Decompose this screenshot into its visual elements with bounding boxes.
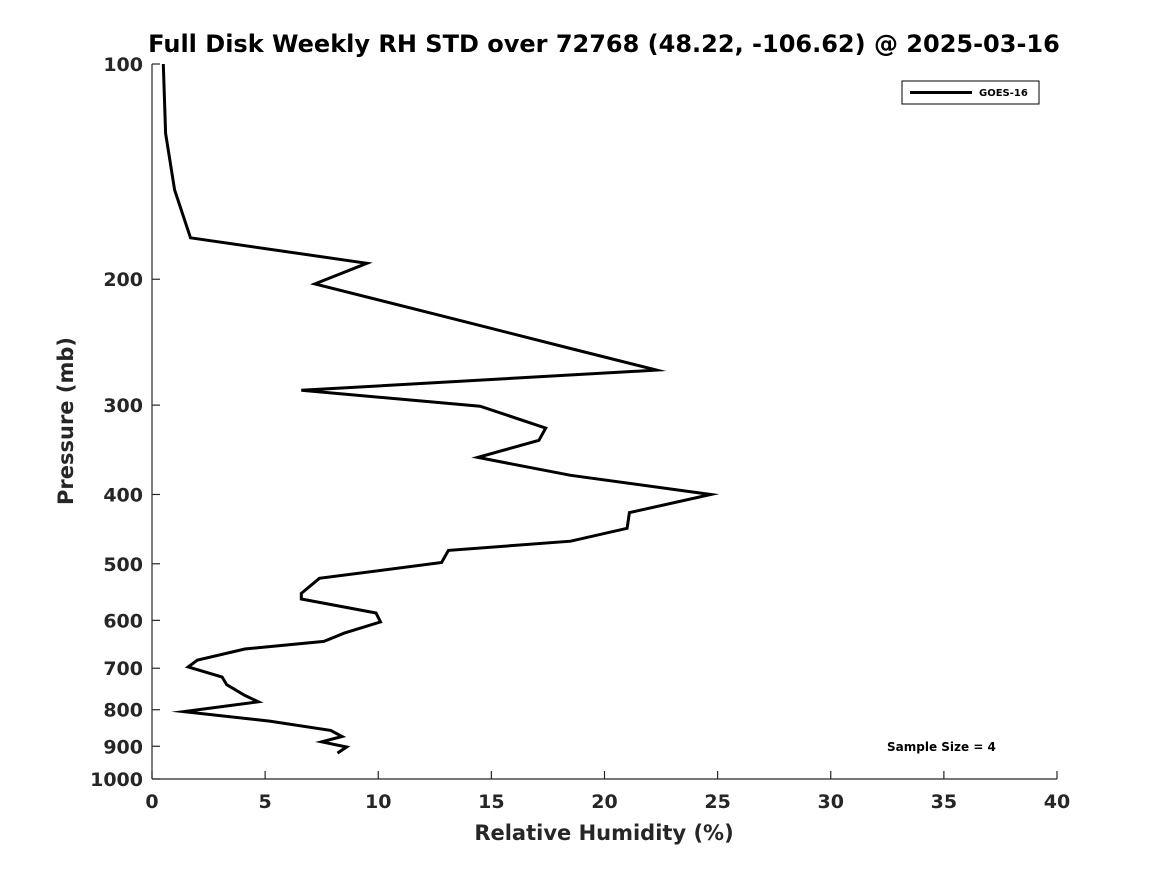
y-tick-label: 500 (103, 554, 143, 576)
x-tick-label: 30 (818, 791, 844, 813)
x-tick-label: 20 (591, 791, 617, 813)
x-tick-label: 15 (478, 791, 504, 813)
y-tick-label: 900 (103, 736, 143, 758)
legend: GOES-16 (901, 80, 1040, 105)
y-tick-label: 1000 (90, 769, 143, 791)
y-tick-label: 700 (103, 658, 143, 680)
x-tick-label: 35 (931, 791, 957, 813)
y-tick-label: 400 (103, 484, 143, 506)
series-line-goes-16 (161, 63, 720, 755)
y-tick-label: 800 (103, 700, 143, 722)
y-tick-label: 300 (103, 395, 143, 417)
x-tick-label: 5 (259, 791, 272, 813)
y-tick-label: 100 (103, 54, 143, 76)
y-ticks: 100 200 300 400 500 600 700 800 900 1000 (90, 54, 160, 791)
y-tick-label: 600 (103, 610, 143, 632)
x-ticks: 0 5 10 15 20 25 30 35 40 (145, 771, 1070, 813)
series-layer (161, 63, 720, 755)
chart-title: Full Disk Weekly RH STD over 72768 (48.2… (148, 30, 1060, 58)
x-tick-label: 40 (1044, 791, 1070, 813)
x-tick-label: 25 (704, 791, 730, 813)
y-tick-label: 200 (103, 269, 143, 291)
sample-size-annotation: Sample Size = 4 (887, 740, 996, 754)
x-axis-label: Relative Humidity (%) (474, 821, 733, 845)
legend-label-goes-16: GOES-16 (979, 88, 1028, 99)
y-axis-label: Pressure (mb) (54, 337, 78, 505)
x-tick-label: 10 (365, 791, 391, 813)
x-tick-label: 0 (145, 791, 158, 813)
